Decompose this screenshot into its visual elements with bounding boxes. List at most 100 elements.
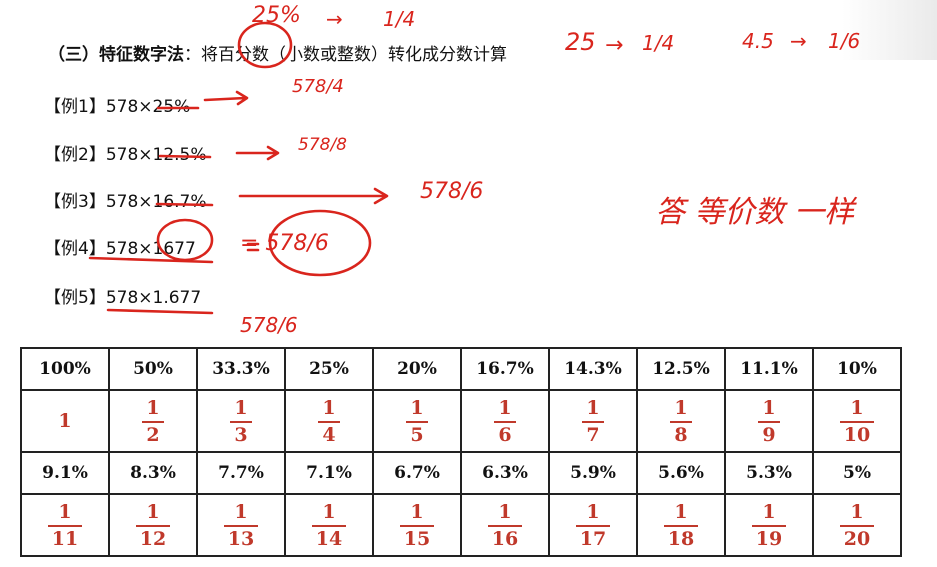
example-expr: 578×25% xyxy=(105,97,191,117)
fraction: 1 10 xyxy=(839,399,875,445)
fraction-cell: 1 16 xyxy=(460,493,550,557)
percent-cell: 8.3% xyxy=(108,451,198,495)
ink-note: 25 xyxy=(565,28,596,56)
fraction-cell: 1 20 xyxy=(812,493,902,557)
fraction: 1 18 xyxy=(663,501,699,549)
fraction-denominator: 18 xyxy=(663,525,699,549)
percent-cell: 11.1% xyxy=(724,347,814,391)
fraction-numerator: 1 xyxy=(586,397,600,419)
fraction-numerator: 1 xyxy=(674,501,688,523)
ink-fraction: 578/6 xyxy=(420,179,483,204)
fraction: 1 19 xyxy=(751,503,787,549)
percent-cell: 25% xyxy=(284,347,374,391)
fraction: 1 16 xyxy=(487,501,523,549)
fraction-numerator: 1 xyxy=(586,501,600,523)
fraction: 1 13 xyxy=(223,501,259,549)
ink-note: 25% xyxy=(252,3,301,28)
example-expr: 578×12.5% xyxy=(105,145,207,165)
circle-mark xyxy=(156,218,214,262)
percent-cell: 9.1% xyxy=(20,451,110,495)
fraction-denominator: 2 xyxy=(142,421,164,445)
percent-cell: 6.3% xyxy=(460,451,550,495)
example-expr: 578×1677 xyxy=(105,239,196,259)
percent-cell: 5.3% xyxy=(724,451,814,495)
example-label: 【例4】 xyxy=(44,239,106,259)
fraction-cell: 1 18 xyxy=(636,493,726,557)
example-expr: 578×1.677 xyxy=(105,288,202,308)
fraction-denominator: 5 xyxy=(406,421,428,445)
heading-label: （三）特征数字法 xyxy=(48,45,184,65)
fraction-cell: 1 11 xyxy=(20,493,110,557)
percent-row: 100% 50% 33.3% 25% 20% 16.7% 14.3% 12.5% 11.1% 10… xyxy=(20,347,902,391)
fraction-denominator: 9 xyxy=(758,421,780,445)
fraction-denominator: 3 xyxy=(230,421,252,445)
arrow-mark xyxy=(238,187,389,205)
fraction-numerator: 1 xyxy=(850,501,864,523)
percent-cell: 7.7% xyxy=(196,451,286,495)
fraction-denominator: 12 xyxy=(135,525,171,549)
percent-fraction-table: 100% 50% 33.3% 25% 20% 16.7% 14.3% 12.5% 11.1% 10… xyxy=(20,347,902,557)
percent-cell: 12.5% xyxy=(636,347,726,391)
fraction-whole: 1 xyxy=(58,410,72,432)
fraction-numerator: 1 xyxy=(410,397,424,419)
heading-text: ：将百分数（小数或整数）转化成分数计算 xyxy=(184,45,507,65)
fraction-denominator: 6 xyxy=(494,421,516,445)
fraction-denominator: 20 xyxy=(839,525,875,549)
percent-cell: 5.9% xyxy=(548,451,638,495)
example-2: 【例2】578×12.5% xyxy=(44,140,207,165)
fraction-denominator: 10 xyxy=(839,421,875,445)
percent-cell: 5% xyxy=(812,451,902,495)
example-label: 【例2】 xyxy=(44,145,106,165)
fraction-cell: 1 14 xyxy=(284,493,374,557)
example-expr: 578×16.7% xyxy=(105,192,207,212)
fraction: 1 11 xyxy=(47,503,83,549)
fraction-cell: 1 15 xyxy=(372,493,462,557)
fraction-numerator: 1 xyxy=(234,501,248,523)
fraction-cell: 1 10 xyxy=(812,389,902,453)
percent-cell: 7.1% xyxy=(284,451,374,495)
equals-mark xyxy=(246,242,260,252)
percent-cell: 50% xyxy=(108,347,198,391)
fraction-numerator: 1 xyxy=(674,397,688,419)
percent-cell: 14.3% xyxy=(548,347,638,391)
example-3: 【例3】578×16.7% xyxy=(44,187,207,212)
example-5: 【例5】578×1.677 xyxy=(44,283,201,308)
fraction: 1 14 xyxy=(311,503,347,549)
fraction-numerator: 1 xyxy=(146,501,160,523)
ink-note: 4.5 xyxy=(742,29,774,53)
percent-cell: 33.3% xyxy=(196,347,286,391)
fraction-cell: 1 19 xyxy=(724,493,814,557)
fraction-numerator: 1 xyxy=(410,501,424,523)
fraction-row: 1 1 2 1 3 1 4 1 5 1 6 1 7 1 8 1 9 1 10 xyxy=(20,389,902,453)
ink-note: 1/6 xyxy=(828,29,860,53)
fraction-numerator: 1 xyxy=(498,397,512,419)
ink-note: 1/4 xyxy=(642,31,674,55)
percent-cell: 5.6% xyxy=(636,451,726,495)
underline-mark xyxy=(155,202,214,207)
percent-cell: 100% xyxy=(20,347,110,391)
circle-mark xyxy=(237,21,293,69)
fraction-denominator: 7 xyxy=(582,421,604,445)
arrow-mark xyxy=(203,90,249,106)
fraction-numerator: 1 xyxy=(322,397,336,419)
fraction-numerator: 1 xyxy=(234,397,248,419)
ink-fraction: 578/8 xyxy=(298,135,347,155)
percent-cell: 10% xyxy=(812,347,902,391)
example-label: 【例3】 xyxy=(44,192,106,212)
fraction-cell: 1 12 xyxy=(108,493,198,557)
fraction-numerator: 1 xyxy=(498,501,512,523)
fraction-cell: 1 17 xyxy=(548,493,638,557)
ink-fraction: 578/4 xyxy=(292,76,344,97)
